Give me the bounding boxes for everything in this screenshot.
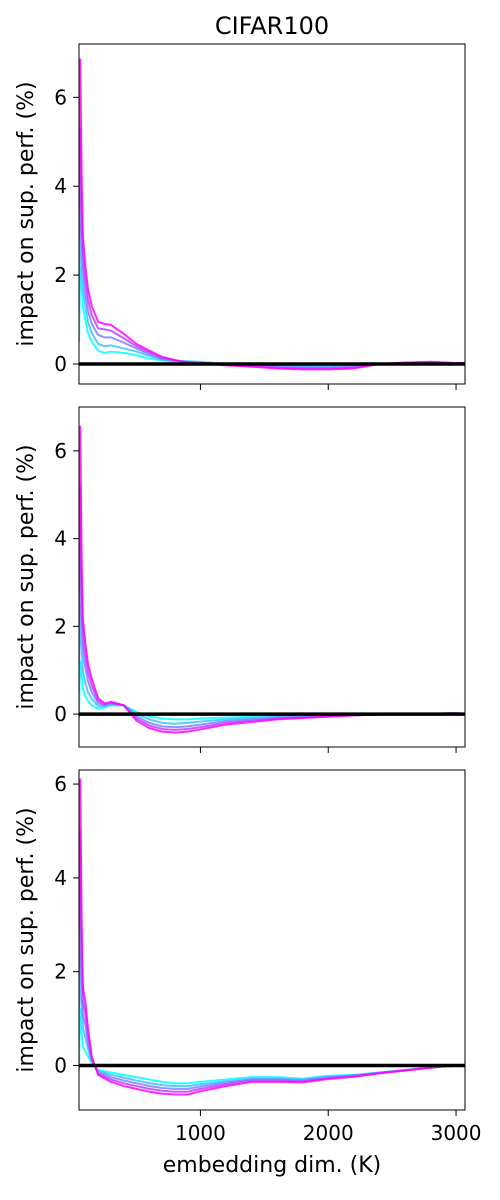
series-line-3 — [79, 886, 465, 1090]
y-tick-label: 4 — [54, 174, 67, 198]
series-group — [79, 425, 465, 734]
y-tick-label: 4 — [54, 527, 67, 551]
axes-frame — [78, 769, 466, 1111]
axes-frame — [78, 406, 466, 748]
chart-panel-3: 0 2 4 6 1000 2000 3000 impact on sup. perf. (%)… — [14, 769, 482, 1178]
figure-title: CIFAR100 — [215, 12, 329, 40]
y-tick-label: 6 — [54, 85, 67, 109]
series-line-4 — [79, 127, 465, 370]
y-axis-label: impact on sup. perf. (%) — [14, 444, 39, 709]
chart-panel-2: 0 2 4 6 impact on sup. perf. (%) — [14, 406, 466, 753]
y-tick-label: 0 — [54, 702, 67, 726]
series-line-3 — [79, 546, 465, 729]
y-tick-label: 0 — [54, 1053, 67, 1077]
series-line-1 — [79, 660, 465, 721]
series-line-2 — [79, 603, 465, 725]
series-line-4 — [79, 829, 465, 1093]
series-line-5 — [79, 58, 465, 371]
panels: 0 2 4 6 impact on sup. perf. (%) 0 2 4 6 impact o… — [14, 43, 482, 1178]
y-tick-label: 2 — [54, 614, 67, 638]
series-line-5 — [79, 778, 465, 1096]
y-tick-label: 6 — [54, 439, 67, 463]
series-line-4 — [79, 484, 465, 731]
y-axis-label: impact on sup. perf. (%) — [14, 807, 39, 1072]
series-line-3 — [79, 176, 465, 369]
x-axis-label: embedding dim. (K) — [163, 1153, 382, 1178]
series-line-5 — [79, 425, 465, 734]
series-group — [79, 58, 465, 371]
axes-frame — [78, 43, 466, 385]
y-tick-label: 4 — [54, 866, 67, 890]
series-line-1 — [79, 1008, 465, 1085]
y-tick-label: 2 — [54, 263, 67, 287]
series-group — [79, 778, 465, 1096]
x-tick-label: 3000 — [431, 1121, 482, 1145]
y-tick-label: 0 — [54, 352, 67, 376]
x-tick-label: 1000 — [175, 1121, 226, 1145]
x-tick-label: 2000 — [303, 1121, 354, 1145]
y-axis-label: impact on sup. perf. (%) — [14, 81, 39, 346]
chart-panel-1: 0 2 4 6 impact on sup. perf. (%) — [14, 43, 466, 390]
y-tick-label: 2 — [54, 960, 67, 984]
y-tick-label: 6 — [54, 772, 67, 796]
